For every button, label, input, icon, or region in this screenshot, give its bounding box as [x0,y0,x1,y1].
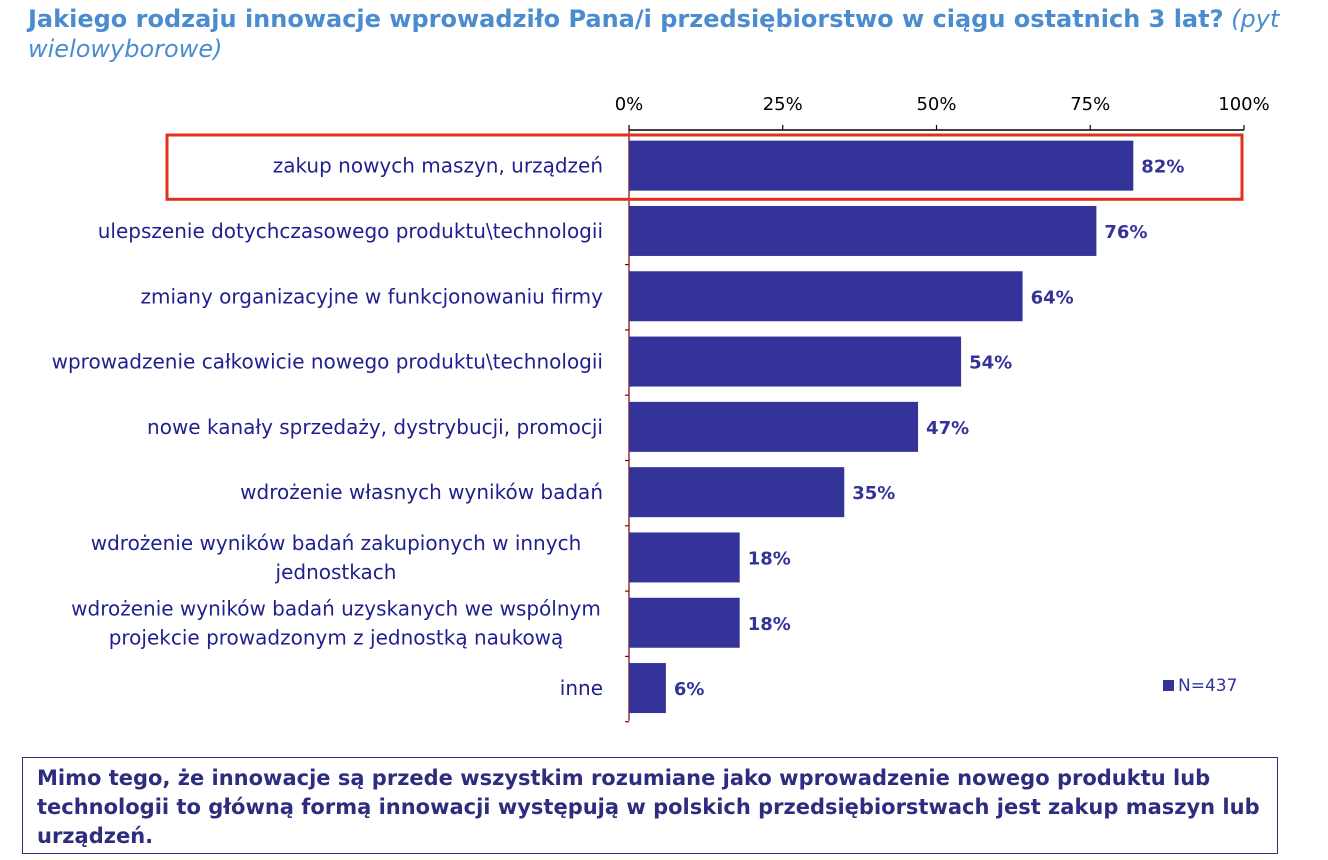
data-label: 76% [1104,222,1147,243]
data-label: 18% [748,614,791,635]
bar [629,401,919,452]
summary-box: Mimo tego, że innowacje są przede wszyst… [22,757,1278,854]
data-label: 18% [748,548,791,569]
x-tick-label: 50% [916,94,956,115]
data-label: 47% [926,418,969,439]
title-note: (pyt wielowyborowe) [28,5,1280,63]
highlight-box [165,133,1244,201]
bar [629,271,1023,322]
bar [629,336,962,387]
category-label: ulepszenie dotychczasowego produktu\tech… [98,219,603,243]
x-tick-label: 100% [1218,94,1269,115]
category-label: nowe kanały sprzedaży, dystrybucji, prom… [147,415,603,439]
category-label: zmiany organizacyjne w funkcjonowaniu fi… [141,284,604,308]
category-label: wprowadzenie całkowicie nowego produktu\… [52,350,603,374]
data-label: 54% [969,353,1012,374]
data-label: 35% [852,483,895,504]
legend-swatch [1163,680,1174,691]
category-label: inne [560,676,603,700]
x-tick-label: 0% [615,94,644,115]
data-label: 82% [1141,157,1184,178]
bar [629,663,666,714]
bar [629,205,1097,256]
bar [629,140,1134,191]
x-tick-label: 75% [1070,94,1110,115]
chart-title: Jakiego rodzaju innowacje wprowadziło Pa… [28,4,1318,64]
bar [629,467,845,518]
bar [629,597,740,648]
category-label: wdrożenie własnych wyników badań [240,480,603,504]
data-label: 6% [674,679,705,700]
x-tick-label: 25% [763,94,803,115]
legend-label: N=437 [1178,676,1237,696]
category-label: jednostkach [275,560,397,584]
category-label: projekcie prowadzonym z jednostką naukow… [109,625,564,649]
bar-chart: 0% 25% 50% 75% 100% 82% zakup nowych maszyn, u… [52,94,1270,723]
bar [629,532,740,583]
title-question: Jakiego rodzaju innowacje wprowadziło Pa… [28,5,1224,33]
category-label: wdrożenie wyników badań zakupionych w in… [91,531,582,555]
category-label: zakup nowych maszyn, urządzeń [273,154,603,178]
category-label: wdrożenie wyników badań uzyskanych we ws… [71,596,601,620]
data-label: 64% [1031,287,1074,308]
